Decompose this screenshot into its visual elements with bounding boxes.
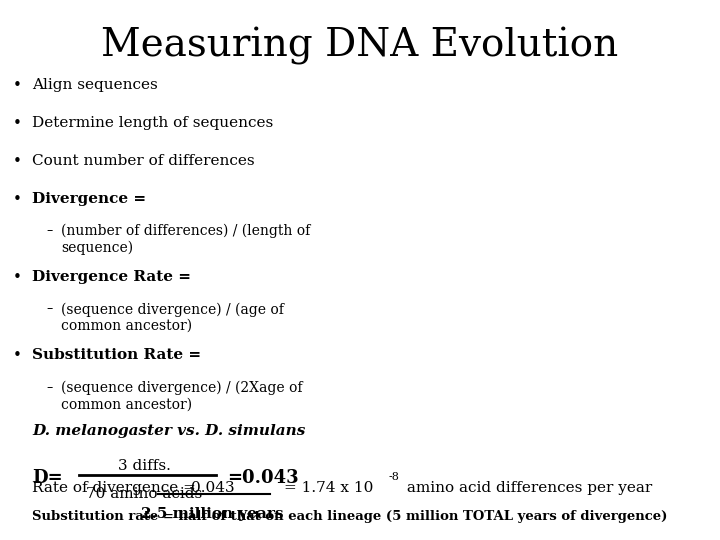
Text: Rate of divergence =: Rate of divergence = — [32, 481, 197, 495]
Text: =0.043: =0.043 — [227, 469, 298, 488]
Text: D=: D= — [32, 469, 63, 488]
Text: Determine length of sequences: Determine length of sequences — [32, 116, 274, 130]
Text: (number of differences) / (length of
sequence): (number of differences) / (length of seq… — [61, 224, 310, 255]
Text: -8: -8 — [389, 472, 400, 483]
Text: D. melanogaster vs. D. simulans: D. melanogaster vs. D. simulans — [32, 424, 306, 438]
Text: (sequence divergence) / (2Xage of
common ancestor): (sequence divergence) / (2Xage of common… — [61, 381, 302, 411]
Text: –: – — [47, 224, 53, 237]
Text: •: • — [13, 192, 22, 207]
Text: 2.5 million years: 2.5 million years — [141, 507, 284, 521]
Text: •: • — [13, 116, 22, 131]
Text: Measuring DNA Evolution: Measuring DNA Evolution — [102, 27, 618, 65]
Text: amino acid differences per year: amino acid differences per year — [402, 481, 652, 495]
Text: Divergence Rate =: Divergence Rate = — [32, 270, 192, 284]
Text: (sequence divergence) / (age of
common ancestor): (sequence divergence) / (age of common a… — [61, 302, 284, 333]
Text: •: • — [13, 78, 22, 93]
Text: 70 amino acids: 70 amino acids — [86, 487, 202, 501]
Text: •: • — [13, 348, 22, 363]
Text: 3 diffs.: 3 diffs. — [117, 459, 171, 473]
Text: Substitution Rate =: Substitution Rate = — [32, 348, 202, 362]
Text: •: • — [13, 270, 22, 285]
Text: 0.043: 0.043 — [191, 481, 234, 495]
Text: Substitution rate = half of that on each lineage (5 million TOTAL years of diver: Substitution rate = half of that on each… — [32, 510, 667, 523]
Text: •: • — [13, 154, 22, 169]
Text: –: – — [47, 381, 53, 394]
Text: –: – — [47, 302, 53, 315]
Text: = 1.74 x 10: = 1.74 x 10 — [284, 481, 374, 495]
Text: Count number of differences: Count number of differences — [32, 154, 255, 168]
Text: Align sequences: Align sequences — [32, 78, 158, 92]
Text: Divergence =: Divergence = — [32, 192, 147, 206]
